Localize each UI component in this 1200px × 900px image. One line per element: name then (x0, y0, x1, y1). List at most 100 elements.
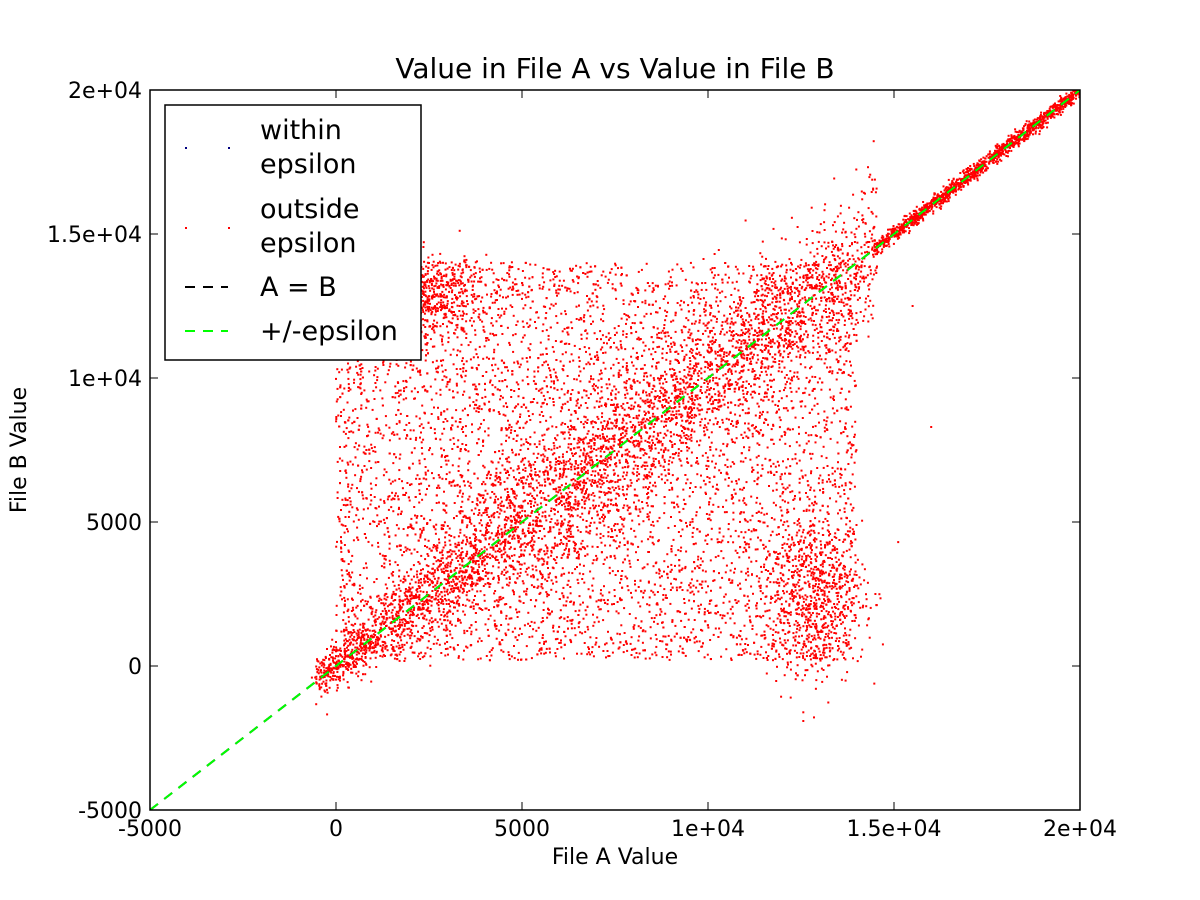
scatter-point-outside-epsilon (875, 215, 878, 218)
scatter-point-outside-epsilon (416, 570, 419, 573)
scatter-point-outside-epsilon (727, 370, 730, 373)
scatter-point-outside-epsilon (664, 447, 667, 450)
scatter-point-outside-epsilon (1056, 109, 1059, 112)
scatter-point-outside-epsilon (436, 638, 439, 641)
scatter-point-outside-epsilon (409, 637, 412, 640)
scatter-point-outside-epsilon (446, 588, 449, 591)
scatter-point-outside-epsilon (915, 221, 918, 224)
scatter-point-outside-epsilon (654, 458, 657, 460)
scatter-point-outside-epsilon (696, 353, 699, 356)
scatter-point-outside-epsilon (770, 318, 773, 321)
scatter-point-outside-epsilon (482, 501, 485, 504)
scatter-point-outside-epsilon (513, 554, 516, 557)
scatter-point-outside-epsilon (814, 263, 817, 266)
scatter-point-outside-epsilon (492, 576, 495, 579)
scatter-point-outside-epsilon (1057, 110, 1060, 113)
scatter-point-outside-epsilon (737, 334, 739, 337)
scatter-point-outside-epsilon (626, 471, 629, 474)
scatter-point-outside-epsilon (987, 153, 990, 156)
scatter-point-outside-epsilon (463, 534, 466, 537)
scatter-point-outside-epsilon (750, 274, 753, 277)
scatter-point-outside-epsilon (1050, 115, 1053, 118)
scatter-point-outside-epsilon (874, 253, 877, 256)
scatter-point-outside-epsilon (792, 340, 795, 343)
scatter-point-outside-epsilon (430, 621, 433, 624)
scatter-point-outside-epsilon (1028, 120, 1031, 123)
scatter-point-outside-epsilon (396, 610, 399, 613)
scatter-point-outside-epsilon (706, 327, 709, 330)
scatter-point-outside-epsilon (535, 520, 538, 523)
scatter-point-outside-epsilon (479, 540, 482, 543)
scatter-point-outside-epsilon (693, 430, 696, 433)
scatter-point-outside-epsilon (395, 645, 398, 648)
scatter-point-outside-epsilon (799, 336, 802, 338)
scatter-point-outside-epsilon (839, 212, 842, 215)
scatter-point-outside-epsilon (528, 524, 530, 527)
scatter-point-outside-epsilon (682, 431, 685, 434)
scatter-point-outside-epsilon (386, 587, 389, 590)
scatter-point-outside-epsilon (780, 309, 782, 312)
scatter-point-outside-epsilon (703, 310, 706, 313)
scatter-point-outside-epsilon (1027, 135, 1030, 138)
scatter-point-outside-epsilon (567, 524, 569, 527)
scatter-point-outside-epsilon (576, 473, 579, 476)
scatter-point-outside-epsilon (403, 575, 406, 578)
scatter-point-outside-epsilon (663, 425, 665, 428)
scatter-point-outside-epsilon (613, 450, 616, 452)
scatter-point-outside-epsilon (811, 263, 814, 266)
scatter-point-outside-epsilon (540, 454, 543, 457)
scatter-point-outside-epsilon (793, 291, 796, 294)
scatter-point-outside-epsilon (538, 470, 541, 473)
scatter-point-outside-epsilon (837, 295, 840, 298)
scatter-point-outside-epsilon (603, 468, 605, 471)
scatter-point-outside-epsilon (331, 638, 334, 641)
scatter-point-outside-epsilon (796, 287, 799, 290)
scatter-point-outside-epsilon (426, 576, 429, 579)
scatter-point-outside-epsilon (886, 235, 888, 237)
scatter-point-outside-epsilon (679, 382, 682, 385)
scatter-point-outside-epsilon (945, 196, 948, 199)
scatter-point-outside-epsilon (859, 311, 862, 313)
scatter-point-outside-epsilon (407, 611, 410, 614)
scatter-point-outside-epsilon (961, 177, 964, 180)
scatter-point-outside-epsilon (612, 444, 615, 447)
scatter-point-outside-epsilon (924, 213, 927, 216)
scatter-point-outside-epsilon (466, 591, 469, 594)
scatter-point-outside-epsilon (699, 424, 702, 427)
scatter-point-outside-epsilon (568, 535, 570, 538)
scatter-point-outside-epsilon (868, 288, 871, 291)
scatter-point-outside-epsilon (602, 462, 605, 465)
scatter-point-outside-epsilon (435, 592, 438, 595)
scatter-point-outside-epsilon (533, 443, 536, 446)
scatter-point-outside-epsilon (477, 577, 480, 580)
scatter-point-outside-epsilon (954, 193, 957, 196)
scatter-point-outside-epsilon (807, 264, 810, 267)
scatter-point-outside-epsilon (857, 268, 860, 271)
scatter-point-outside-epsilon (601, 460, 603, 463)
scatter-point-outside-epsilon (838, 336, 841, 339)
scatter-point-outside-epsilon (706, 456, 709, 459)
scatter-point-outside-epsilon (375, 644, 378, 647)
scatter-point-outside-epsilon (547, 494, 550, 497)
scatter-point-outside-epsilon (965, 171, 968, 174)
scatter-point-outside-epsilon (791, 298, 793, 300)
scatter-point-outside-epsilon (567, 443, 570, 446)
scatter-point-outside-epsilon (988, 160, 991, 163)
scatter-point-outside-epsilon (437, 598, 440, 601)
scatter-point-outside-epsilon (1025, 120, 1028, 123)
scatter-point-outside-epsilon (779, 288, 782, 291)
scatter-point-outside-epsilon (867, 335, 870, 338)
scatter-point-outside-epsilon (1078, 93, 1080, 96)
scatter-point-outside-epsilon (878, 241, 881, 244)
scatter-point-outside-epsilon (409, 613, 412, 616)
scatter-point-outside-epsilon (691, 414, 693, 417)
scatter-point-outside-epsilon (837, 248, 840, 251)
scatter-point-outside-epsilon (350, 656, 353, 659)
scatter-point-outside-epsilon (431, 572, 434, 575)
scatter-point-outside-epsilon (647, 437, 650, 440)
scatter-point-outside-epsilon (885, 238, 888, 241)
scatter-point-outside-epsilon (718, 365, 721, 368)
scatter-point-outside-epsilon (348, 638, 351, 641)
scatter-point-outside-epsilon (370, 640, 373, 643)
scatter-point-outside-epsilon (704, 309, 707, 312)
